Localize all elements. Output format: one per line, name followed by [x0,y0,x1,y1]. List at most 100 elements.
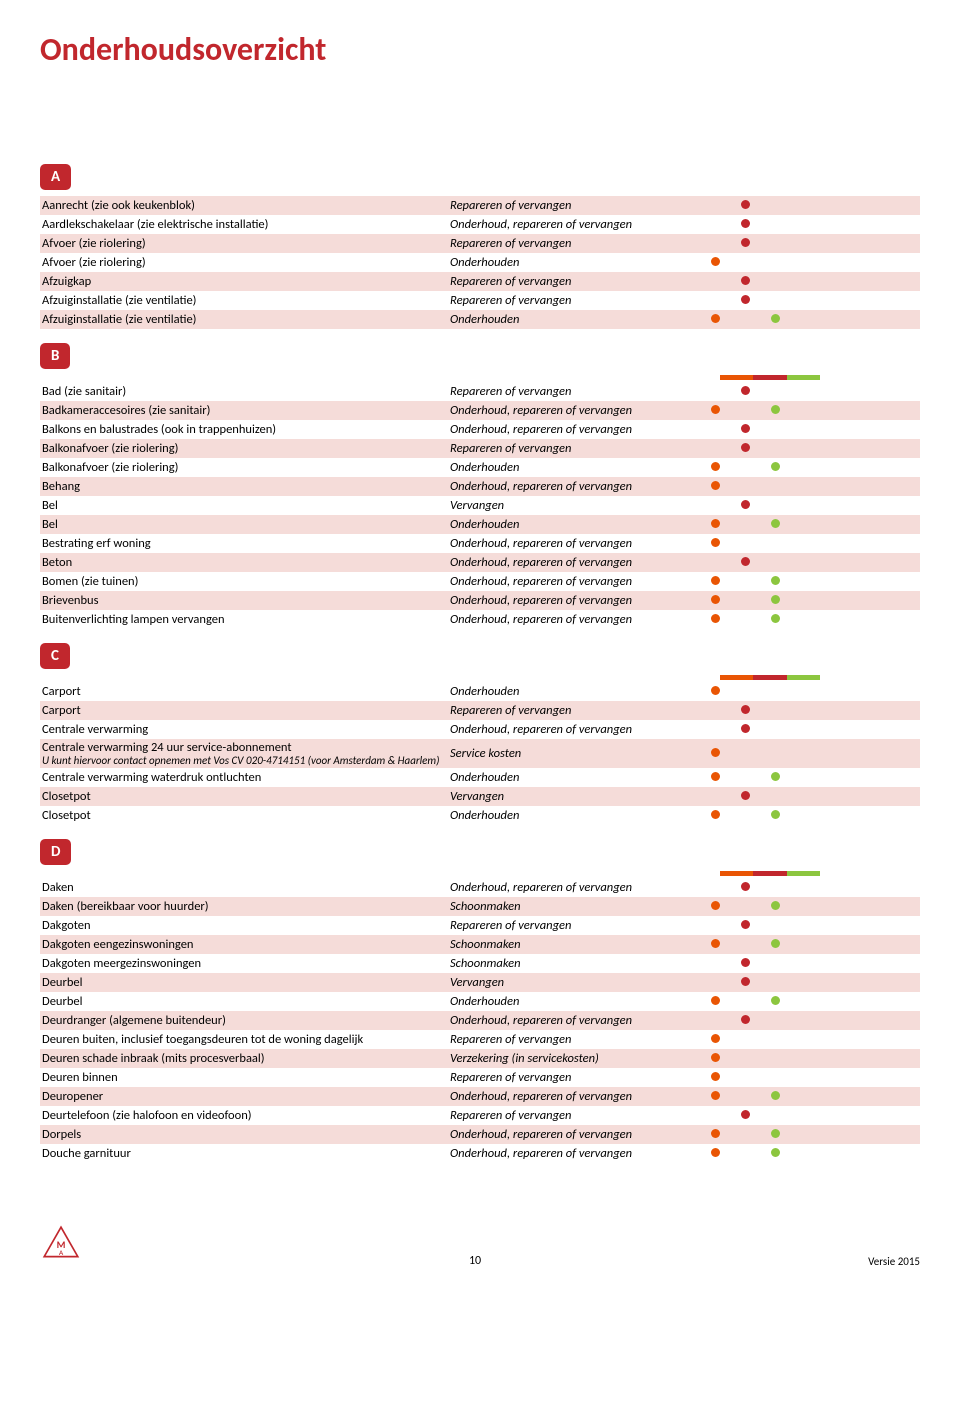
red-dot-icon [741,386,750,395]
dot-group [700,880,810,895]
action-text: Onderhouden [450,770,700,785]
table-row: ClosetpotVervangen [40,787,920,806]
dot-cell [730,1070,760,1085]
dot-cell [760,1032,790,1047]
dot-cell [730,808,760,823]
red-dot-icon [741,1110,750,1119]
item-name: Closetpot [40,789,450,804]
dot-cell [760,574,790,589]
orange-dot-icon [711,538,720,547]
dot-cell [760,255,790,270]
table-row: Dakgoten eengezinswoningenSchoonmaken [40,935,920,954]
dot-cell [760,403,790,418]
action-text: Repareren of vervangen [450,1108,700,1123]
item-name: Bel [40,517,450,532]
item-name: Balkons en balustrades (ook in trappenhu… [40,422,450,437]
action-text: Onderhouden [450,994,700,1009]
dot-cell [760,1013,790,1028]
dot-cell [760,612,790,627]
red-dot-icon [741,443,750,452]
table-row: Centrale verwarming waterdruk ontluchten… [40,768,920,787]
dot-group [700,293,810,308]
dot-cell [730,1127,760,1142]
dot-cell [730,956,760,971]
red-dot-icon [741,977,750,986]
orange-dot-icon [711,772,720,781]
dot-group [700,236,810,251]
red-dot-icon [741,882,750,891]
action-text: Onderhoud, repareren of vervangen [450,1127,700,1142]
dot-cell [730,593,760,608]
table-row: Centrale verwarmingOnderhoud, repareren … [40,720,920,739]
red-dot-icon [741,791,750,800]
dot-group [700,255,810,270]
orange-dot-icon [711,1091,720,1100]
dot-cell [760,422,790,437]
action-text: Onderhouden [450,312,700,327]
dot-cell [730,517,760,532]
action-text: Onderhoud, repareren of vervangen [450,1146,700,1161]
dot-cell [760,1051,790,1066]
action-text: Onderhoud, repareren of vervangen [450,612,700,627]
dot-cell [760,880,790,895]
action-text: Onderhoud, repareren of vervangen [450,1013,700,1028]
table-row: Centrale verwarming 24 uur service-abonn… [40,739,920,768]
item-name: Deuropener [40,1089,450,1104]
dot-cell [700,899,730,914]
orange-dot-icon [711,405,720,414]
dot-cell [700,555,730,570]
dot-group [700,770,810,785]
dot-cell [730,1089,760,1104]
dot-cell [700,1051,730,1066]
item-name: Brievenbus [40,593,450,608]
dot-group [700,1070,810,1085]
action-text: Onderhoud, repareren of vervangen [450,574,700,589]
dot-cell [730,274,760,289]
dot-group [700,274,810,289]
action-text: Repareren of vervangen [450,703,700,718]
table-row: BetonOnderhoud, repareren of vervangen [40,553,920,572]
table-row: Aanrecht (zie ook keukenblok)Repareren o… [40,196,920,215]
dot-cell [730,703,760,718]
item-name: Bad (zie sanitair) [40,384,450,399]
table-row: DakenOnderhoud, repareren of vervangen [40,878,920,897]
green-dot-icon [771,314,780,323]
dot-cell [760,770,790,785]
dot-cell [730,574,760,589]
orange-dot-icon [711,1148,720,1157]
dot-group [700,722,810,737]
table-row: Deurdranger (algemene buitendeur)Onderho… [40,1011,920,1030]
dot-cell [700,1013,730,1028]
table-row: Balkonafvoer (zie riolering)Onderhouden [40,458,920,477]
item-name: Carport [40,703,450,718]
dot-cell [700,1089,730,1104]
dot-cell [760,479,790,494]
dot-cell [760,956,790,971]
dot-cell [730,770,760,785]
item-name: Carport [40,684,450,699]
section-badge: A [40,164,71,190]
table-row: Afzuiginstallatie (zie ventilatie)Onderh… [40,310,920,329]
dot-cell [760,789,790,804]
item-name: Deurtelefoon (zie halofoon en videofoon) [40,1108,450,1123]
red-dot-icon [741,276,750,285]
dot-group [700,422,810,437]
action-text: Repareren of vervangen [450,274,700,289]
dot-cell [760,1070,790,1085]
dot-cell [700,274,730,289]
dot-cell [730,217,760,232]
dot-group [700,384,810,399]
item-name: Deurdranger (algemene buitendeur) [40,1013,450,1028]
table-row: Badkameraccesoires (zie sanitair)Onderho… [40,401,920,420]
item-name: Centrale verwarming 24 uur service-abonn… [40,740,450,767]
dot-group [700,536,810,551]
dot-cell [700,479,730,494]
green-dot-icon [771,1129,780,1138]
dot-group [700,1127,810,1142]
action-text: Onderhoud, repareren of vervangen [450,479,700,494]
item-name: Aardlekschakelaar (zie elektrische insta… [40,217,450,232]
item-name: Dakgoten [40,918,450,933]
action-text: Repareren of vervangen [450,441,700,456]
action-text: Repareren of vervangen [450,198,700,213]
dot-cell [700,770,730,785]
